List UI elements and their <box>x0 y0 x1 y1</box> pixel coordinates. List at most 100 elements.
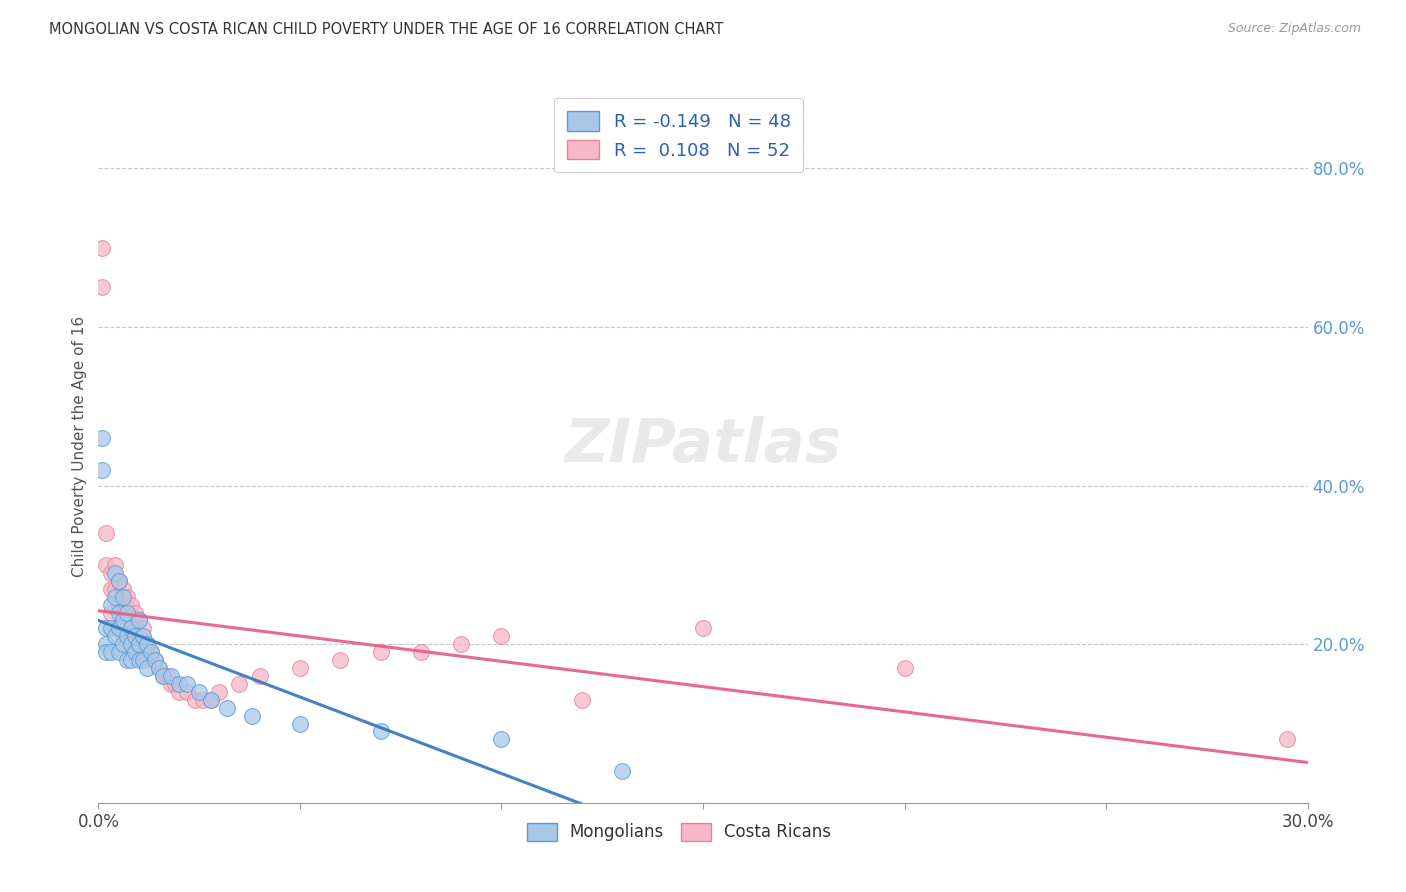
Point <box>128 637 150 651</box>
Point <box>571 692 593 706</box>
Point <box>156 669 179 683</box>
Point <box>107 574 129 588</box>
Point <box>128 614 150 628</box>
Point <box>111 637 134 651</box>
Point <box>120 621 142 635</box>
Point <box>167 685 190 699</box>
Point <box>128 653 150 667</box>
Point <box>240 708 263 723</box>
Point <box>96 645 118 659</box>
Point <box>450 637 472 651</box>
Point <box>120 653 142 667</box>
Point <box>103 566 125 580</box>
Legend: Mongolians, Costa Ricans: Mongolians, Costa Ricans <box>520 816 838 848</box>
Point <box>100 606 122 620</box>
Point <box>115 614 138 628</box>
Point <box>120 637 142 651</box>
Point <box>370 724 392 739</box>
Point <box>107 598 129 612</box>
Point <box>135 637 157 651</box>
Point <box>124 606 146 620</box>
Point <box>139 645 162 659</box>
Point <box>139 645 162 659</box>
Point <box>96 526 118 541</box>
Point <box>148 661 170 675</box>
Point <box>143 653 166 667</box>
Point <box>100 621 122 635</box>
Point <box>91 463 114 477</box>
Point <box>329 653 352 667</box>
Point <box>288 661 311 675</box>
Point <box>217 700 239 714</box>
Point <box>107 606 129 620</box>
Point <box>152 669 174 683</box>
Point <box>107 574 129 588</box>
Point <box>167 677 190 691</box>
Point <box>409 645 432 659</box>
Point <box>100 645 122 659</box>
Point <box>288 716 311 731</box>
Point <box>103 582 125 596</box>
Point <box>124 629 146 643</box>
Point <box>1277 732 1299 747</box>
Point <box>115 637 138 651</box>
Point <box>124 645 146 659</box>
Point <box>176 677 198 691</box>
Point <box>612 764 634 778</box>
Point <box>96 621 118 635</box>
Point <box>103 590 125 604</box>
Point <box>91 241 114 255</box>
Point <box>135 661 157 675</box>
Point <box>893 661 915 675</box>
Point <box>200 692 222 706</box>
Point <box>115 590 138 604</box>
Point <box>111 590 134 604</box>
Point <box>107 621 129 635</box>
Point <box>200 692 222 706</box>
Point <box>491 629 513 643</box>
Point <box>163 677 186 691</box>
Point <box>148 661 170 675</box>
Point <box>91 280 114 294</box>
Point <box>91 431 114 445</box>
Point <box>107 645 129 659</box>
Point <box>111 582 134 596</box>
Point <box>111 614 134 628</box>
Point <box>124 629 146 643</box>
Y-axis label: Child Poverty Under the Age of 16: Child Poverty Under the Age of 16 <box>72 316 87 576</box>
Text: Source: ZipAtlas.com: Source: ZipAtlas.com <box>1227 22 1361 36</box>
Point <box>128 614 150 628</box>
Point <box>96 637 118 651</box>
Point <box>184 692 207 706</box>
Point <box>176 685 198 699</box>
Point <box>132 653 155 667</box>
Point <box>193 692 215 706</box>
Point <box>692 621 714 635</box>
Point <box>115 606 138 620</box>
Point <box>103 558 125 572</box>
Point <box>370 645 392 659</box>
Point <box>228 677 250 691</box>
Point <box>160 677 183 691</box>
Text: ZIPatlas: ZIPatlas <box>564 417 842 475</box>
Point <box>100 582 122 596</box>
Point <box>115 629 138 643</box>
Point <box>120 598 142 612</box>
Point <box>491 732 513 747</box>
Point <box>111 629 134 643</box>
Point <box>120 621 142 635</box>
Point <box>188 685 211 699</box>
Point <box>135 637 157 651</box>
Point <box>152 669 174 683</box>
Point <box>132 621 155 635</box>
Point <box>160 669 183 683</box>
Text: MONGOLIAN VS COSTA RICAN CHILD POVERTY UNDER THE AGE OF 16 CORRELATION CHART: MONGOLIAN VS COSTA RICAN CHILD POVERTY U… <box>49 22 724 37</box>
Point <box>100 598 122 612</box>
Point <box>143 653 166 667</box>
Point <box>132 645 155 659</box>
Point <box>208 685 231 699</box>
Point <box>132 629 155 643</box>
Point <box>111 606 134 620</box>
Point <box>115 653 138 667</box>
Point <box>96 558 118 572</box>
